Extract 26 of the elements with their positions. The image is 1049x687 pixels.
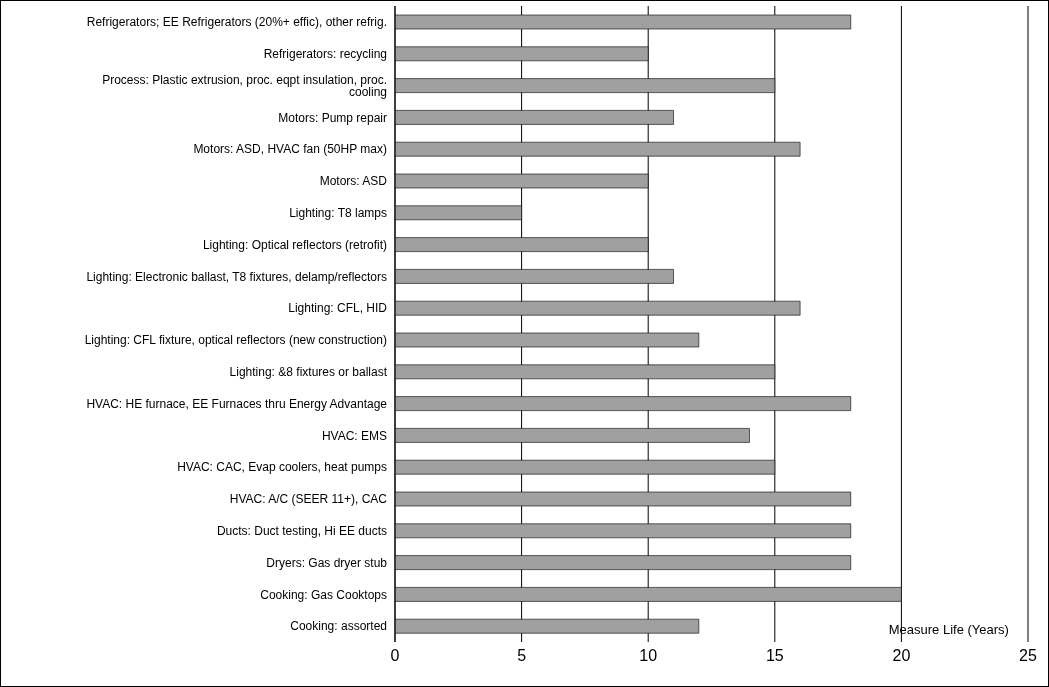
y-tick-label: Cooking: assorted [290,619,387,634]
y-tick-label: Motors: ASD [319,174,388,189]
x-tick-label: 20 [892,647,911,665]
y-tick-label: Lighting: &8 fixtures or ballast [229,364,388,379]
y-tick-label: Lighting: CFL, HID [288,301,388,316]
y-tick-label: Lighting: T8 lamps [289,205,387,220]
x-tick-label: 15 [765,647,784,665]
y-tick-label: Cooking: Gas Cooktops [260,587,387,602]
y-tick-label: HVAC: HE furnace, EE Furnaces thru Energy Advantage [86,396,388,411]
y-tick-label: Refrigerators; EE Refrigerators (20%+ effic), other refrig. [86,15,387,30]
y-tick-label: Refrigerators: recycling [263,46,387,61]
y-tick-label: Motors: ASD, HVAC fan (50HP max) [193,142,387,157]
y-tick-label: Motors: Pump repair [278,110,387,125]
y-tick-label: Process: Plastic extrusion, proc. eqpt insulation, proc. cooling [102,72,387,99]
x-tick-label: 5 [517,647,527,665]
y-tick-label: Ducts: Duct testing, Hi EE ducts [216,523,387,538]
y-tick-label: Lighting: Optical reflectors (retrofit) [202,237,387,252]
x-tick-label: 0 [390,647,400,665]
y-tick-label: HVAC: A/C (SEER 11+), CAC [229,492,388,507]
y-tick-label: HVAC: CAC, Evap coolers, heat pumps [177,460,387,475]
y-tick-label: Dryers: Gas dryer stub [266,555,388,570]
y-tick-label: HVAC: EMS [321,428,387,443]
y-tick-label: Lighting: Electronic ballast, T8 fixtures, delamp/reflectors [86,269,387,284]
x-tick-label: 25 [1019,647,1037,665]
x-tick-label: 10 [639,647,658,665]
y-tick-label: Lighting: CFL fixture, optical reflectors (new construction) [84,333,387,348]
